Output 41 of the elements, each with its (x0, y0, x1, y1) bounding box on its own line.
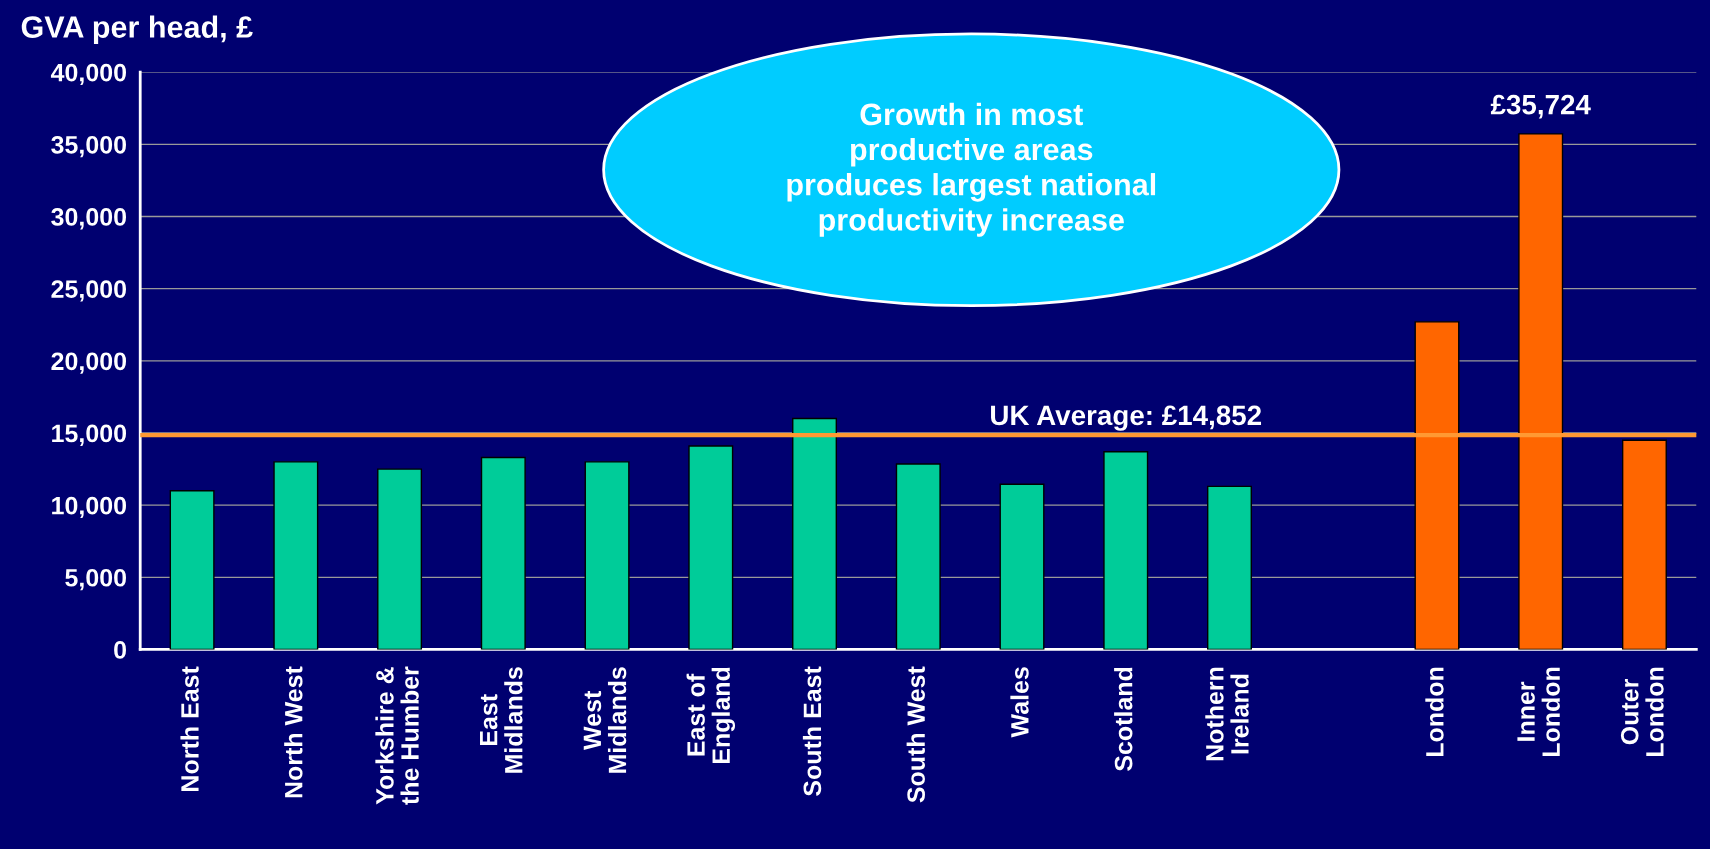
bar (480, 456, 526, 650)
bar (999, 483, 1045, 650)
x-tick-label: South East (802, 666, 822, 796)
x-tick-label: North East (180, 666, 199, 791)
bar (895, 463, 941, 650)
y-tick-label: 30,000 (51, 208, 127, 230)
y-tick-label: 40,000 (50, 63, 127, 86)
x-tick-label: East of England (686, 667, 736, 764)
x-tick-label: South West (906, 666, 925, 803)
bar (1207, 485, 1252, 650)
data-label: £35,724 (1490, 94, 1591, 119)
x-tick-label: Wales (1010, 667, 1029, 738)
x-tick-label: Outer London (1620, 667, 1664, 757)
y-tick-label: 5,000 (65, 568, 127, 591)
bar (273, 461, 319, 650)
y-tick-label: 20,000 (51, 352, 127, 374)
x-tick-label: Inner London (1517, 667, 1560, 757)
x-tick-label: West Midlands (583, 667, 627, 773)
y-tick-label: 15,000 (52, 424, 127, 446)
x-tick-label: North West (284, 666, 303, 798)
x-tick-label: Nothern Ireland (1205, 667, 1249, 761)
ref-line-label: UK Average: £14,852 (991, 405, 1262, 431)
bar (1518, 133, 1564, 650)
x-tick-label: Yorkshire & the Humber (375, 666, 419, 805)
y-tick-label: 0 (114, 641, 126, 659)
bar (688, 445, 734, 650)
bar (1621, 439, 1667, 650)
bar (792, 417, 838, 650)
bar (377, 468, 423, 650)
bar (1103, 451, 1149, 650)
chart-title: GVA per head, £ (21, 15, 253, 44)
y-tick-label: 10,000 (52, 496, 127, 519)
x-tick-label: London (1425, 667, 1444, 757)
x-tick-label: East Midlands (480, 667, 523, 773)
x-tick-label: Scotland (1114, 667, 1133, 771)
annotation: Growth in most productive areas produces largest national productivity increase (787, 102, 1156, 237)
y-tick-label: 25,000 (51, 280, 127, 302)
bar (1414, 321, 1460, 650)
bar (584, 461, 630, 650)
bar (169, 490, 215, 650)
y-tick-label: 35,000 (51, 135, 127, 158)
